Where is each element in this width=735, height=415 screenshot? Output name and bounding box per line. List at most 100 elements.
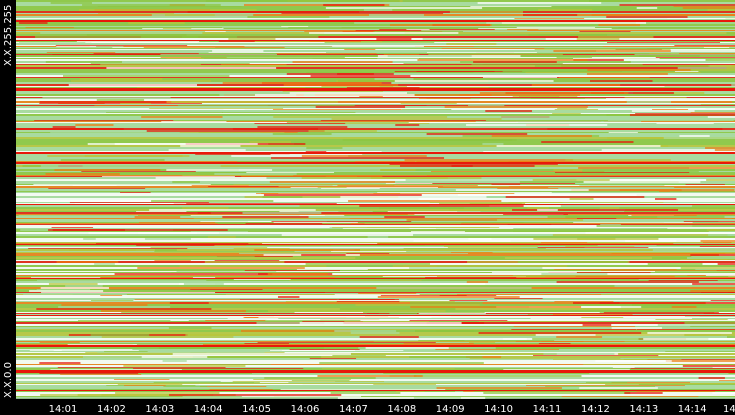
heatmap-cell (443, 246, 538, 247)
heatmap-cell (538, 343, 571, 344)
heatmap-cell (661, 381, 735, 382)
heatmap-cell (473, 391, 637, 392)
heatmap-cell (596, 225, 735, 227)
heatmap-cell (134, 216, 181, 218)
heatmap-cell (50, 2, 92, 4)
heatmap-cell (346, 253, 469, 254)
heatmap-cell (312, 58, 421, 59)
heatmap-cell (305, 263, 431, 265)
heatmap-cell (286, 122, 409, 123)
heatmap-cell (703, 313, 735, 314)
heatmap-cell (51, 227, 94, 228)
heatmap-cell (706, 179, 735, 181)
heatmap-cell (321, 86, 394, 87)
heatmap-cell (273, 116, 448, 118)
heatmap-cell (436, 276, 576, 277)
heatmap-cell (253, 379, 351, 380)
heatmap-cell (337, 397, 486, 399)
heatmap-cell (479, 321, 589, 322)
heatmap-cell (221, 64, 287, 65)
heatmap-cell (682, 7, 735, 9)
heatmap-row (16, 273, 735, 275)
heatmap-cell (286, 73, 374, 75)
heatmap-row (16, 98, 735, 99)
heatmap-cell (23, 294, 127, 295)
heatmap-cell (267, 273, 328, 275)
heatmap-cell (248, 185, 395, 186)
heatmap-cell (579, 31, 631, 32)
heatmap-cell (79, 9, 257, 11)
heatmap-cell (106, 67, 277, 69)
heatmap-cell (505, 196, 645, 198)
heatmap-row (16, 77, 735, 78)
heatmap-cell (35, 289, 191, 290)
heatmap-cell (77, 394, 236, 396)
heatmap-cell (334, 330, 416, 332)
heatmap-row (16, 391, 735, 392)
heatmap-row (16, 183, 735, 184)
heatmap-cell (222, 82, 382, 84)
heatmap-cell (269, 181, 396, 183)
heatmap-row (16, 215, 735, 216)
heatmap-cell (576, 38, 620, 40)
heatmap-cell (573, 222, 693, 223)
heatmap-row (16, 105, 735, 106)
heatmap-cell (48, 188, 146, 189)
heatmap-cell (512, 275, 688, 276)
x-tick-label: 14 (723, 404, 735, 415)
heatmap-cell (164, 14, 215, 16)
heatmap-cell (478, 332, 642, 334)
heatmap-cell (491, 184, 521, 185)
heatmap-cell (708, 231, 735, 232)
heatmap-cell (482, 77, 558, 78)
heatmap-cell (684, 316, 735, 317)
heatmap-cell (631, 110, 695, 112)
heatmap-cell (601, 149, 735, 151)
heatmap-row (16, 175, 735, 176)
heatmap-row (16, 47, 735, 48)
heatmap-cell (382, 321, 478, 322)
heatmap-cell (225, 118, 317, 120)
heatmap-cell (363, 312, 485, 313)
heatmap-cell (467, 123, 496, 124)
heatmap-cell (409, 356, 483, 358)
x-tick-label: 14:05 (242, 404, 271, 415)
heatmap-row (16, 365, 735, 367)
heatmap-cell (355, 257, 505, 259)
heatmap-cell (94, 263, 115, 265)
heatmap-band (16, 370, 735, 373)
heatmap-row (16, 260, 735, 261)
heatmap-cell (541, 341, 584, 342)
heatmap-cell (451, 165, 535, 167)
heatmap-cell (607, 120, 734, 121)
heatmap-row (16, 147, 735, 149)
heatmap-row (16, 63, 735, 64)
heatmap-row (16, 387, 735, 389)
heatmap-cell (82, 356, 172, 358)
heatmap-cell (512, 209, 679, 211)
heatmap-cell (554, 269, 677, 270)
heatmap-cell (208, 186, 279, 187)
heatmap-cell (585, 232, 735, 234)
heatmap-cell (560, 280, 602, 281)
heatmap-cell (455, 189, 589, 191)
heatmap-cell (485, 110, 532, 112)
heatmap-cell (308, 130, 377, 132)
heatmap-cell (47, 155, 183, 157)
heatmap-cell (195, 154, 290, 155)
heatmap-cell (280, 389, 446, 390)
heatmap-cell (425, 277, 517, 278)
heatmap-cell (426, 175, 539, 176)
heatmap-cell (180, 145, 241, 147)
heatmap-cell (336, 301, 400, 302)
heatmap-cell (100, 310, 246, 312)
heatmap-cell (137, 267, 305, 269)
heatmap-cell (55, 45, 188, 46)
heatmap-row (16, 24, 735, 26)
heatmap-cell (710, 300, 735, 301)
heatmap-cell (346, 253, 390, 254)
y-tick-label-bottom: X.X.0.0 (3, 362, 14, 398)
heatmap-cell (124, 385, 166, 386)
heatmap-band (16, 390, 735, 391)
heatmap-cell (281, 350, 355, 351)
